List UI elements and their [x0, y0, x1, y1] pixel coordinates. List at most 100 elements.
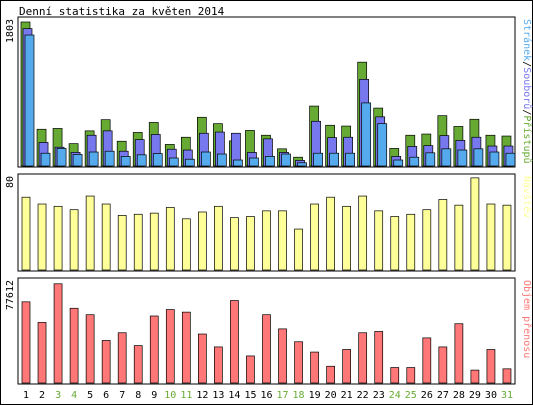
bar-visits-day-20: [326, 196, 335, 271]
bar-Stránek-day-7: [120, 156, 131, 167]
bar-Stránek-day-3: [56, 148, 67, 167]
x-tick-label-day-12: 12: [196, 390, 208, 401]
bar-visits-day-1: [21, 196, 31, 271]
bar-Stránek-day-28: [457, 149, 468, 167]
legend-entry: Návštěv: [521, 176, 533, 218]
bar-Stránek-day-23: [377, 123, 388, 167]
bar-kbytes-day-13: [214, 346, 223, 384]
bar-visits-day-8: [133, 213, 143, 271]
legend-entry: Přístupů: [521, 115, 533, 163]
bar-Stránek-day-12: [201, 151, 211, 167]
bar-visits-day-12: [198, 211, 207, 271]
x-tick-label-day-21: 21: [341, 390, 353, 401]
legend-separator: /: [521, 109, 532, 115]
bar-Stránek-day-20: [329, 152, 339, 167]
panel-kbytes-border: [17, 277, 516, 385]
bar-Stránek-day-17: [281, 153, 291, 167]
x-tick-label-day-31: 31: [501, 390, 513, 401]
bar-Stránek-day-9: [152, 153, 163, 167]
bar-kbytes-day-29: [470, 369, 480, 384]
bar-kbytes-day-19: [310, 351, 319, 384]
bar-Stránek-day-8: [136, 154, 147, 167]
bar-kbytes-day-28: [454, 323, 464, 384]
bar-kbytes-day-22: [358, 332, 368, 384]
bar-visits-day-30: [486, 203, 496, 271]
x-tick-label-day-7: 7: [119, 390, 125, 401]
bar-kbytes-day-8: [133, 345, 143, 384]
x-tick-label-day-8: 8: [135, 390, 141, 401]
bar-Stránek-day-19: [313, 152, 323, 167]
bar-Stránek-day-27: [441, 148, 452, 167]
x-tick-label-day-16: 16: [260, 390, 272, 401]
x-tick-label-day-15: 15: [244, 390, 256, 401]
x-tick-label-day-1: 1: [23, 390, 29, 401]
panel-hits-files-pages-border: [17, 16, 516, 168]
x-tick-label-day-25: 25: [405, 390, 417, 401]
legend-visits: Návštěv: [521, 176, 533, 218]
x-tick-label-day-23: 23: [373, 390, 385, 401]
bar-visits-day-26: [422, 209, 432, 271]
bar-kbytes-day-10: [165, 309, 175, 384]
legend-separator: /: [521, 61, 532, 67]
bar-kbytes-day-11: [181, 311, 191, 384]
x-tick-label-day-29: 29: [469, 390, 481, 401]
legend-entry: Stránek: [521, 19, 533, 61]
bar-kbytes-day-15: [246, 355, 255, 384]
bar-kbytes-day-7: [117, 332, 127, 384]
bar-visits-day-13: [214, 205, 223, 271]
bar-kbytes-day-6: [101, 340, 111, 384]
bar-visits-day-7: [117, 215, 127, 271]
bar-visits-day-11: [181, 218, 191, 271]
bar-kbytes-day-16: [262, 314, 271, 384]
bar-kbytes-day-20: [326, 365, 335, 384]
x-tick-label-day-24: 24: [389, 390, 401, 401]
bar-visits-day-14: [230, 217, 239, 271]
x-tick-label-day-26: 26: [421, 390, 433, 401]
bar-visits-day-28: [454, 204, 464, 271]
bar-visits-day-23: [374, 210, 384, 271]
legend-entry: Souborů: [521, 67, 533, 109]
x-tick-label-day-30: 30: [485, 390, 497, 401]
bar-visits-day-31: [502, 204, 512, 271]
bar-Stránek-day-21: [345, 152, 355, 167]
bar-Stránek-day-1: [24, 34, 35, 167]
bar-visits-day-24: [390, 216, 400, 271]
bar-Stránek-day-2: [40, 152, 51, 167]
bar-Stránek-day-15: [249, 157, 259, 167]
x-tick-label-day-28: 28: [453, 390, 465, 401]
bar-Stránek-day-26: [425, 152, 436, 167]
bar-visits-day-6: [101, 203, 111, 271]
bar-Stránek-day-10: [168, 157, 179, 167]
bar-Stránek-day-4: [72, 154, 83, 167]
bar-visits-day-3: [53, 205, 63, 271]
bar-visits-day-27: [438, 199, 448, 271]
bar-visits-day-22: [358, 195, 368, 271]
bar-visits-day-5: [85, 195, 95, 271]
bar-Stránek-day-30: [489, 151, 500, 167]
bar-visits-day-10: [165, 207, 175, 271]
x-tick-label-day-2: 2: [39, 390, 45, 401]
bar-kbytes-day-12: [198, 333, 207, 384]
x-tick-label-day-13: 13: [212, 390, 224, 401]
x-tick-label-day-6: 6: [103, 390, 109, 401]
bar-Stránek-day-24: [393, 159, 404, 167]
bar-kbytes-day-25: [406, 367, 416, 384]
bar-kbytes-day-18: [294, 341, 303, 384]
bar-Stránek-day-31: [505, 152, 516, 167]
legend-hits-files-pages: Stránek/Souborů/Přístupů: [521, 19, 533, 164]
y-axis-max-label: 77612: [5, 280, 16, 310]
y-axis-max-label: 1803: [5, 19, 16, 43]
bar-kbytes-day-26: [422, 337, 432, 384]
bar-Stránek-day-6: [104, 150, 115, 167]
legend-entry: Objem přenosu: [521, 280, 533, 358]
bar-visits-day-17: [278, 210, 287, 271]
bar-kbytes-day-3: [53, 283, 63, 384]
bar-kbytes-day-31: [502, 368, 512, 384]
bar-Stránek-day-18: [297, 162, 307, 167]
bar-kbytes-day-17: [278, 328, 287, 384]
bar-Stránek-day-22: [361, 102, 372, 167]
bar-Stránek-day-14: [233, 159, 243, 167]
bar-visits-day-15: [246, 216, 255, 271]
x-tick-label-day-4: 4: [71, 390, 77, 401]
